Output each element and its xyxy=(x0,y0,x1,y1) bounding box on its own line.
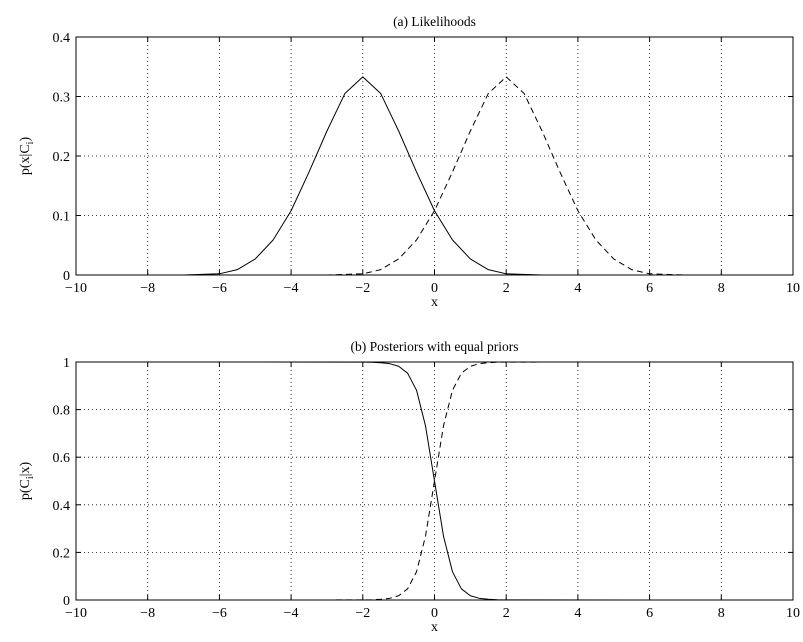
chart-1-ytick-label-3: 0.3 xyxy=(53,91,71,106)
chart-2-ytick-label-3: 0.6 xyxy=(53,451,71,466)
chart-1-ytick-label-1: 0.1 xyxy=(53,210,71,225)
chart-2-xtick-label-7: 4 xyxy=(574,606,581,621)
chart-1-ytick-label-0: 0 xyxy=(63,269,70,284)
chart-2-xtick-label-5: 0 xyxy=(431,606,438,621)
chart-1-xtick-label-1: −8 xyxy=(140,281,155,296)
chart-1-xtick-label-10: 10 xyxy=(786,281,800,296)
chart-2-ytick-label-0: 0 xyxy=(63,594,70,609)
chart-2-title: (b) Posteriors with equal priors xyxy=(351,339,519,354)
chart-1-xtick-label-7: 4 xyxy=(574,281,581,296)
chart-1-xtick-label-5: 0 xyxy=(431,281,438,296)
chart-2-xtick-label-3: −4 xyxy=(284,606,299,621)
chart-1-xtick-label-6: 2 xyxy=(503,281,510,296)
chart-1-xtick-label-8: 6 xyxy=(646,281,653,296)
chart-1-xtick-label-3: −4 xyxy=(284,281,299,296)
chart-1-series-2-line xyxy=(76,76,793,276)
chart-2: −10 −8 −6 −4 −2 0 2 4 6 8 10 0 0.2 0.4 0.6 0.8 1 (b) Post… xyxy=(18,339,800,635)
chart-2-xtick-label-1: −8 xyxy=(140,606,155,621)
chart-2-xtick-label-2: −6 xyxy=(212,606,227,621)
chart-1-xlabel: x xyxy=(431,295,438,310)
chart-1-title: (a) Likelihoods xyxy=(393,14,476,29)
chart-2-xtick-label-9: 8 xyxy=(718,606,725,621)
chart-2-ytick-label-5: 1 xyxy=(63,356,70,371)
chart-2-ylabel: p(Ci|x) xyxy=(18,462,36,501)
chart-2-series-2-line xyxy=(75,361,794,601)
chart-1-xtick-label-4: −2 xyxy=(355,281,370,296)
chart-2-xtick-label-10: 10 xyxy=(786,606,800,621)
chart-2-xtick-label-0: −10 xyxy=(65,606,87,621)
chart-2-xtick-label-4: −2 xyxy=(355,606,370,621)
chart-2-xlabel: x xyxy=(431,620,438,635)
chart-1-xtick-label-2: −6 xyxy=(212,281,227,296)
chart-1-ylabel: p(x|Ci) xyxy=(18,137,36,176)
chart-1-ytick-label-4: 0.4 xyxy=(53,31,71,46)
chart-1-axes-frame xyxy=(75,36,794,276)
chart-2-xtick-label-6: 2 xyxy=(503,606,510,621)
chart-2-ytick-label-1: 0.2 xyxy=(53,546,71,561)
chart-1-xtick-label-9: 8 xyxy=(718,281,725,296)
chart-1-xtick-label-0: −10 xyxy=(65,281,87,296)
chart-2-series-1-line xyxy=(75,361,794,601)
chart-1-series-1-line xyxy=(76,76,793,276)
chart-2-ytick-label-2: 0.4 xyxy=(53,499,71,514)
chart-1-ytick-label-2: 0.2 xyxy=(53,150,71,165)
chart-1: −10 −8 −6 −4 −2 0 2 4 6 8 10 0 0.1 0.2 0.3 0.4 (a) Likel… xyxy=(18,14,800,310)
chart-2-xtick-label-8: 6 xyxy=(646,606,653,621)
chart-2-ytick-label-4: 0.8 xyxy=(53,404,71,419)
